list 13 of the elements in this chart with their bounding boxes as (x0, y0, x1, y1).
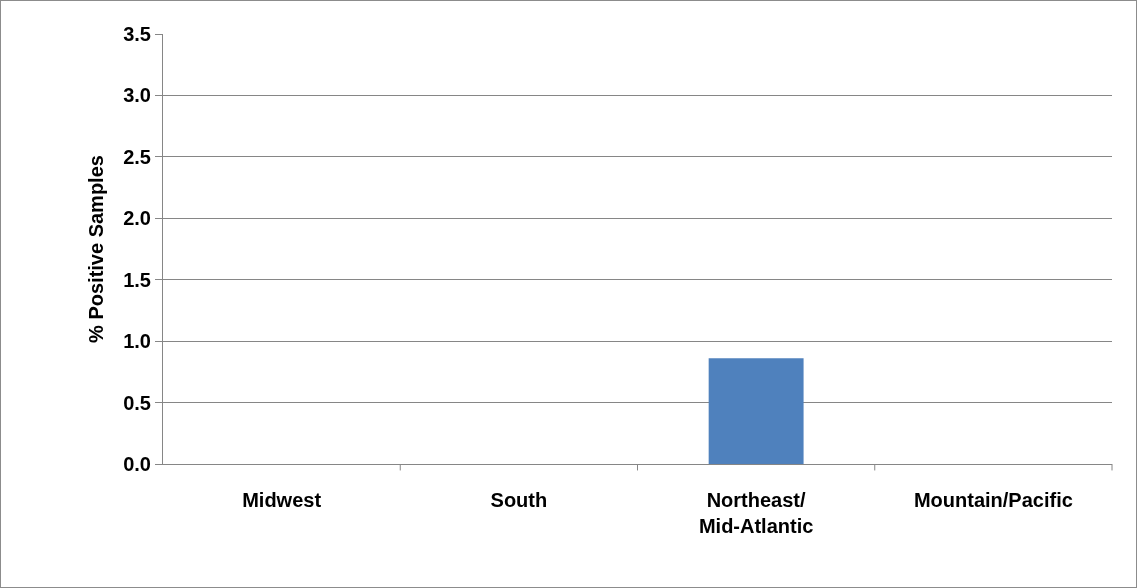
y-tick-label: 2.0 (123, 207, 151, 230)
y-tick-label: 1.0 (123, 330, 151, 353)
y-tick-label: 3.0 (123, 84, 151, 107)
y-tick-label: 0.0 (123, 453, 151, 475)
x-tick-label: Northeast/ Mid-Atlantic (698, 489, 814, 537)
y-axis-title: % Positive Samples (84, 155, 107, 343)
y-tick-label: 3.5 (123, 23, 151, 45)
x-tick-label: South (490, 489, 548, 511)
x-tick-label: Midwest (242, 489, 322, 511)
y-tick-label: 2.5 (123, 145, 151, 168)
x-tick-label: Mountain/Pacific (913, 489, 1073, 511)
y-tick-label: 0.5 (123, 391, 151, 414)
y-tick-label: 1.5 (123, 268, 151, 291)
